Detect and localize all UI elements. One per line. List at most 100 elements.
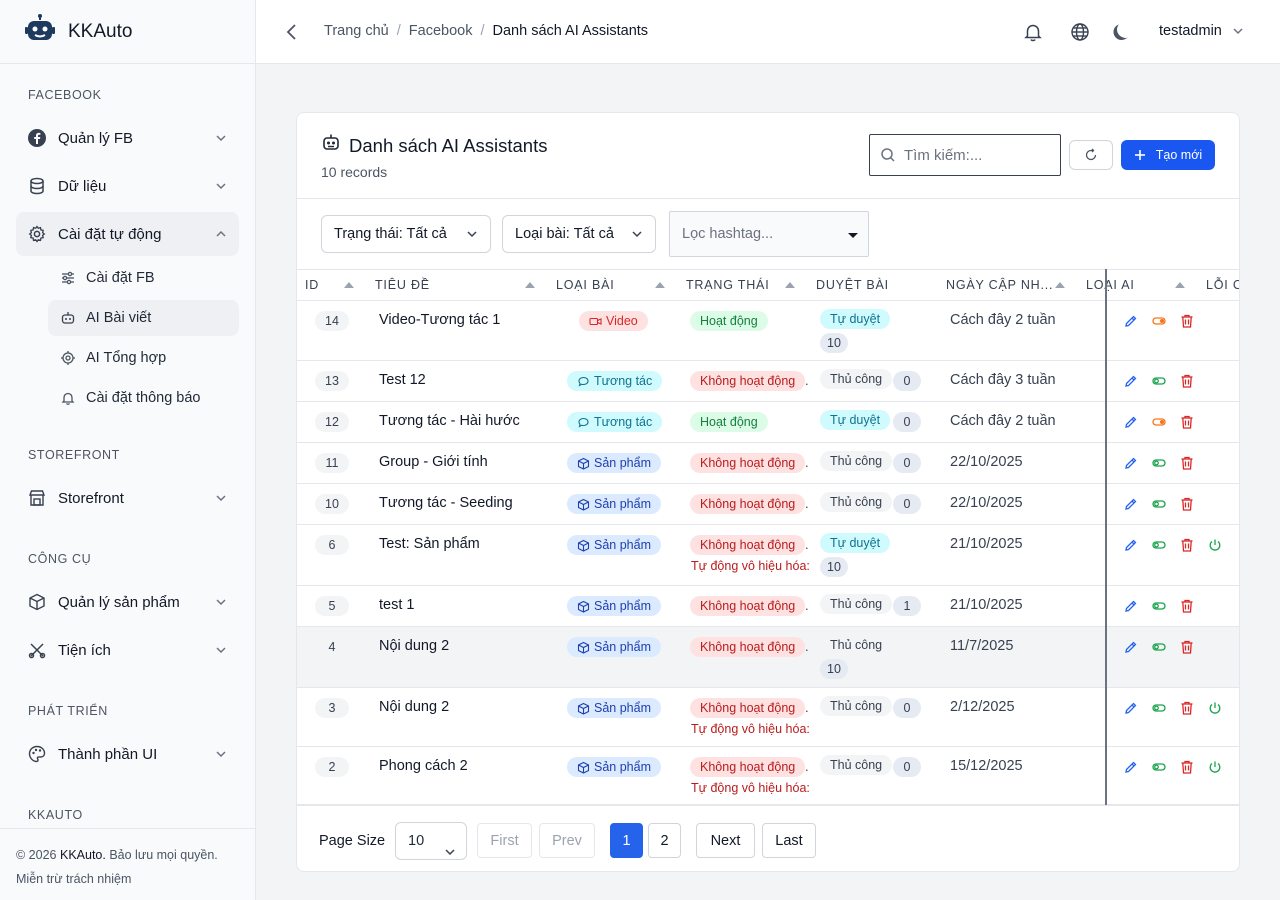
refresh-button[interactable] xyxy=(1069,140,1113,170)
sidebar-item-ui-components[interactable]: Thành phần UI xyxy=(16,732,239,776)
edit-icon[interactable] xyxy=(1123,537,1139,553)
table-row[interactable]: 10 Tương tác - Seeding Sản phẩm Không hoạt … xyxy=(297,484,1239,525)
table-row[interactable]: 6 Test: Sản phẩm Sản phẩm Không hoạt động. T… xyxy=(297,525,1239,586)
edit-icon[interactable] xyxy=(1123,414,1139,430)
updated-date: 15/12/2025 xyxy=(950,758,1023,774)
type-filter[interactable]: Loại bài: Tất cả xyxy=(502,215,656,253)
box-icon xyxy=(577,702,590,715)
trash-icon[interactable] xyxy=(1179,496,1195,512)
sidebar-subitem-ai-summary[interactable]: AI Tổng hợp xyxy=(48,340,239,376)
column-header-type[interactable]: LOẠI BÀI xyxy=(556,278,615,292)
disclaimer-link[interactable]: Miễn trừ trách nhiệm xyxy=(16,872,132,886)
trash-icon[interactable] xyxy=(1179,759,1195,775)
trash-icon[interactable] xyxy=(1179,639,1195,655)
trash-icon[interactable] xyxy=(1179,537,1195,553)
sidebar-item-auto-settings[interactable]: Cài đặt tự động xyxy=(16,212,239,256)
section-title-dev: PHÁT TRIỂN xyxy=(28,704,108,718)
edit-icon[interactable] xyxy=(1123,455,1139,471)
status-filter[interactable]: Trạng thái: Tất cả xyxy=(321,215,491,253)
trash-icon[interactable] xyxy=(1179,455,1195,471)
next-page-button[interactable]: Next xyxy=(696,823,755,858)
column-header-error[interactable]: LỖI C xyxy=(1206,278,1240,292)
notification-bell-icon[interactable] xyxy=(1022,21,1044,43)
sidebar-item-storefront[interactable]: Storefront xyxy=(16,476,239,520)
review-count: 0 xyxy=(893,412,921,432)
column-header-status[interactable]: TRẠNG THÁI xyxy=(686,278,770,292)
sidebar-item-utilities[interactable]: Tiện ích xyxy=(16,628,239,672)
search-input[interactable]: Tìm kiếm:... xyxy=(869,134,1061,176)
back-button[interactable] xyxy=(282,20,302,44)
sort-up-icon[interactable] xyxy=(1175,282,1185,288)
sidebar-item-products[interactable]: Quản lý sản phẩm xyxy=(16,580,239,624)
power-icon[interactable] xyxy=(1207,537,1223,553)
table-row[interactable]: 5 test 1 Sản phẩm Không hoạt động. Thủ công 1… xyxy=(297,586,1239,627)
trash-icon[interactable] xyxy=(1179,313,1195,329)
trash-icon[interactable] xyxy=(1179,373,1195,389)
sidebar-subitem-label: Cài đặt FB xyxy=(86,270,155,286)
sort-up-icon[interactable] xyxy=(344,282,354,288)
edit-icon[interactable] xyxy=(1123,373,1139,389)
toggle-off-icon[interactable] xyxy=(1151,759,1167,775)
edit-icon[interactable] xyxy=(1123,496,1139,512)
sidebar-subitem-fb-settings[interactable]: Cài đặt FB xyxy=(48,260,239,296)
column-header-updated[interactable]: NGÀY CẬP NH... xyxy=(946,278,1054,292)
trash-icon[interactable] xyxy=(1179,598,1195,614)
table-row[interactable]: 12 Tương tác - Hài hước Tương tác Hoạt động… xyxy=(297,402,1239,443)
toggle-off-icon[interactable] xyxy=(1151,639,1167,655)
toggle-off-icon[interactable] xyxy=(1151,455,1167,471)
review-badge: Thủ công xyxy=(820,635,893,655)
create-button[interactable]: Tạo mới xyxy=(1121,140,1215,170)
toggle-on-icon[interactable] xyxy=(1151,414,1167,430)
column-header-review[interactable]: DUYỆT BÀI xyxy=(816,278,889,292)
review-badge: Thủ công xyxy=(820,696,893,716)
edit-icon[interactable] xyxy=(1123,639,1139,655)
logo[interactable]: KKAuto xyxy=(0,0,255,64)
sidebar-subitem-notification-settings[interactable]: Cài đặt thông báo xyxy=(48,380,239,416)
sort-up-icon[interactable] xyxy=(785,282,795,288)
column-header-id[interactable]: ID xyxy=(305,278,320,292)
globe-icon[interactable] xyxy=(1069,21,1091,43)
sort-up-icon[interactable] xyxy=(525,282,535,288)
edit-icon[interactable] xyxy=(1123,759,1139,775)
column-header-title[interactable]: TIÊU ĐỀ xyxy=(375,278,430,292)
sort-up-icon[interactable] xyxy=(1055,282,1065,288)
breadcrumb-home[interactable]: Trang chủ xyxy=(324,23,389,39)
toggle-off-icon[interactable] xyxy=(1151,700,1167,716)
toggle-off-icon[interactable] xyxy=(1151,496,1167,512)
sidebar: KKAuto FACEBOOK Quản lý FB Dữ liệu Cài đ… xyxy=(0,0,256,900)
bell-icon xyxy=(60,390,76,406)
toggle-off-icon[interactable] xyxy=(1151,537,1167,553)
edit-icon[interactable] xyxy=(1123,313,1139,329)
table-row[interactable]: 13 Test 12 Tương tác Không hoạt động. Thủ cô… xyxy=(297,361,1239,402)
column-header-ai-type[interactable]: LOẠI AI xyxy=(1086,278,1135,292)
table-row[interactable]: 2 Phong cách 2 Sản phẩm Không hoạt động. Thủ… xyxy=(297,747,1239,805)
sidebar-item-data[interactable]: Dữ liệu xyxy=(16,164,239,208)
toggle-off-icon[interactable] xyxy=(1151,373,1167,389)
moon-icon[interactable] xyxy=(1111,21,1133,43)
page-1-button[interactable]: 1 xyxy=(610,823,643,858)
hashtag-filter[interactable]: Lọc hashtag... xyxy=(669,211,869,257)
sidebar-item-fb-manage[interactable]: Quản lý FB xyxy=(16,116,239,160)
prev-page-button[interactable]: Prev xyxy=(539,823,595,858)
page-2-button[interactable]: 2 xyxy=(648,823,681,858)
table-row[interactable]: 4 Nội dung 2 Sản phẩm Không hoạt động. Thủ c… xyxy=(297,627,1239,688)
toggle-on-icon[interactable] xyxy=(1151,313,1167,329)
trash-icon[interactable] xyxy=(1179,700,1195,716)
breadcrumb-facebook[interactable]: Facebook xyxy=(408,23,473,39)
toggle-off-icon[interactable] xyxy=(1151,598,1167,614)
sidebar-subitem-ai-posts[interactable]: AI Bài viết xyxy=(48,300,239,336)
power-icon[interactable] xyxy=(1207,759,1223,775)
edit-icon[interactable] xyxy=(1123,700,1139,716)
power-icon[interactable] xyxy=(1207,700,1223,716)
user-menu[interactable]: testadmin xyxy=(1159,23,1244,39)
last-page-button[interactable]: Last xyxy=(762,823,816,858)
table-row[interactable]: 11 Group - Giới tính Sản phẩm Không hoạt độ… xyxy=(297,443,1239,484)
first-page-button[interactable]: First xyxy=(477,823,532,858)
page-size-select[interactable]: 10 xyxy=(395,822,467,860)
sort-up-icon[interactable] xyxy=(655,282,665,288)
edit-icon[interactable] xyxy=(1123,598,1139,614)
trash-icon[interactable] xyxy=(1179,414,1195,430)
status-badge: Không hoạt động xyxy=(690,596,806,616)
table-row[interactable]: 3 Nội dung 2 Sản phẩm Không hoạt động. Thủ c… xyxy=(297,688,1239,747)
table-row[interactable]: 14 Video-Tương tác 1 Video Hoạt động Tự duyệ… xyxy=(297,301,1239,361)
